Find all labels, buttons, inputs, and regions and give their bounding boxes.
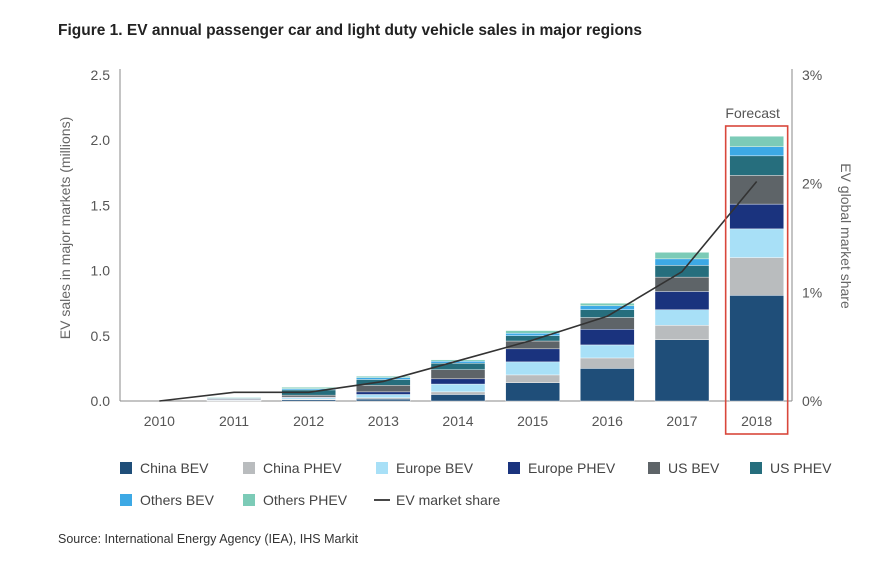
bar-segment [580,303,635,307]
y-axis-label: EV sales in major markets (millions) [57,117,73,340]
bar-segment [729,295,784,402]
bar-segment [281,394,336,398]
source-note: Source: International Energy Agency (IEA… [58,532,359,546]
bar-segment [505,330,560,334]
bar-segment [430,394,486,402]
legend-label: US BEV [668,460,720,476]
x-tick-label: 2017 [666,413,697,429]
bar-segment [356,398,411,402]
y-tick-label: 0.0 [91,393,111,409]
bar-segment [281,387,336,389]
bar-segment [729,155,784,176]
bar-segment [430,369,486,380]
x-axis: 2010 2011 2012 2013 2014 2015 2016 2017 2018 [144,413,773,429]
y-axis-right: 0% 1% 2% 3% EV global market share [791,67,854,409]
y-tick-label: 1.0 [91,263,111,279]
legend-swatch [243,462,255,474]
bar-segment [654,309,710,326]
bar-segment [580,317,635,330]
bar-segment [580,357,635,369]
legend-swatch [648,462,660,474]
bars [206,136,784,402]
y2-tick-label: 3% [802,67,822,83]
bar-segment [729,257,784,296]
bar-segment [356,394,411,398]
y2-tick-label: 1% [802,284,822,300]
y-tick-label: 1.5 [91,197,111,213]
market-share-line [159,180,758,402]
bar-segment [580,305,635,310]
bar-segment [356,385,411,393]
bar-segment [505,348,560,363]
legend-swatch [120,462,132,474]
legend-swatch [120,494,132,506]
bar-segment [505,374,560,383]
bar-segment [430,391,486,395]
bar-segment [505,361,560,376]
legend-swatch [376,462,388,474]
x-tick-label: 2011 [219,413,249,429]
bar-segment [580,368,635,402]
bar-segment [654,325,710,340]
bar-segment [654,276,710,292]
bar-segment [356,377,411,380]
legend-label: Europe PHEV [528,460,616,476]
x-tick-label: 2010 [144,413,175,429]
forecast-label: Forecast [725,105,780,121]
bar-segment [430,383,486,393]
legend-label: Others BEV [140,492,215,508]
bar-segment [729,175,784,205]
bar-segment [729,228,784,258]
x-tick-label: 2015 [517,413,548,429]
market-share-line-path [159,180,758,402]
x-tick-label: 2016 [592,413,623,429]
y-tick-label: 0.5 [91,328,111,344]
y2-tick-label: 2% [802,176,822,192]
bar-segment [580,329,635,346]
legend-label: China BEV [140,460,209,476]
bar-segment [356,391,411,395]
legend-swatch [243,494,255,506]
bar-segment [729,146,784,157]
x-tick-label: 2012 [293,413,324,429]
x-tick-label: 2013 [368,413,399,429]
legend-swatch [750,462,762,474]
legend-label: Europe BEV [396,460,474,476]
x-tick-label: 2018 [741,413,772,429]
forecast-annotation: Forecast [724,105,789,435]
bar-segment [729,136,784,147]
y2-axis-label: EV global market share [838,163,854,309]
legend-swatch [508,462,520,474]
x-tick-label: 2014 [442,413,473,429]
legend-label: US PHEV [770,460,832,476]
chart-title: Figure 1. EV annual passenger car and li… [58,22,643,39]
legend-label: Others PHEV [263,492,348,508]
forecast-highlight-box [724,125,789,435]
legend: China BEV China PHEV Europe BEV Europe PHEV… [120,460,832,508]
bar-segment [580,344,635,359]
y-tick-label: 2.5 [91,67,111,83]
bar-segment [430,378,486,385]
bar-segment [505,382,560,402]
bar-segment [654,252,710,260]
legend-label: EV market share [396,492,500,508]
y-tick-label: 2.0 [91,132,111,148]
bar-segment [729,203,784,230]
bar-segment [356,376,411,378]
bar-segment [654,291,710,310]
bar-segment [654,339,710,402]
y2-tick-label: 0% [802,393,822,409]
bar-segment [654,258,710,266]
bar-segment [206,396,262,398]
legend-label: China PHEV [263,460,342,476]
